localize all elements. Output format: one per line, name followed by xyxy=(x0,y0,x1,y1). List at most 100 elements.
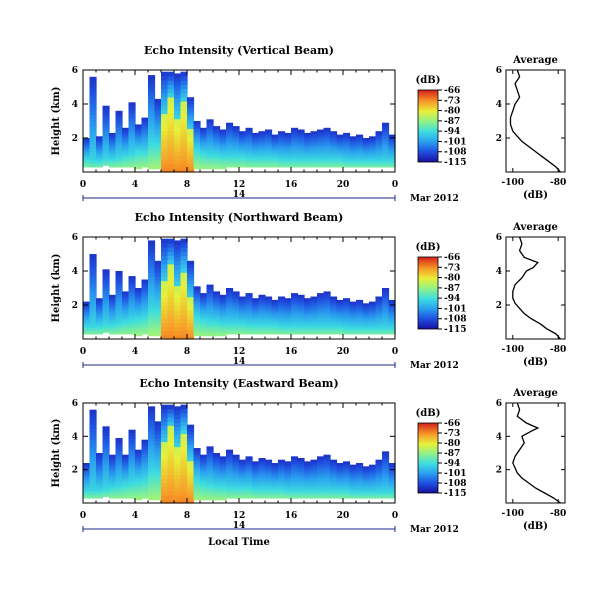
heatmap-cell xyxy=(187,293,195,298)
heatmap-cell xyxy=(135,288,143,291)
heatmap-cell xyxy=(206,301,214,305)
heatmap-cell xyxy=(265,131,273,134)
heatmap-cell xyxy=(161,322,169,328)
heatmap-cell xyxy=(109,474,117,477)
heatmap-cell xyxy=(219,328,227,332)
heatmap-cell xyxy=(148,280,156,285)
heatmap-cell xyxy=(323,321,331,324)
heatmap-cell xyxy=(206,293,214,296)
heatmap-cell xyxy=(128,285,136,289)
heatmap-cell xyxy=(193,288,201,292)
heatmap-cell xyxy=(232,143,240,146)
heatmap-cell xyxy=(141,152,149,156)
heatmap-cell xyxy=(167,478,175,484)
heatmap-cell xyxy=(362,484,370,487)
heatmap-cell xyxy=(375,160,383,164)
heatmap-cell xyxy=(382,318,390,322)
heatmap-cell xyxy=(187,437,195,442)
heatmap-cell xyxy=(154,295,162,299)
heatmap-cell xyxy=(141,142,149,145)
heatmap-cell xyxy=(284,152,292,155)
heatmap-cell xyxy=(369,157,377,160)
heatmap-cell xyxy=(226,139,234,142)
heatmap-cell xyxy=(239,472,247,475)
heatmap-cell xyxy=(219,470,227,474)
heatmap-cell xyxy=(336,476,344,479)
heatmap-cell xyxy=(219,479,227,483)
heatmap-cell xyxy=(245,478,253,482)
heatmap-cell xyxy=(343,158,351,161)
heatmap-cell xyxy=(122,479,130,483)
heatmap-cell xyxy=(154,463,162,468)
heatmap-cell xyxy=(206,152,214,155)
average-profile-line xyxy=(512,402,561,504)
heatmap-cell xyxy=(265,474,273,477)
heatmap-cell xyxy=(245,129,253,132)
heatmap-cell xyxy=(271,326,279,329)
heatmap-cell xyxy=(388,316,396,319)
heatmap-cell xyxy=(265,470,273,474)
heatmap-cell xyxy=(291,308,299,311)
heatmap-cell xyxy=(161,441,169,447)
heatmap-cell xyxy=(369,313,377,316)
heatmap-cell xyxy=(206,166,214,170)
heatmap-cell xyxy=(89,417,97,422)
heatmap-cell xyxy=(180,457,188,463)
heatmap-cell xyxy=(102,452,110,457)
heatmap-cell xyxy=(369,152,377,155)
heatmap-cell xyxy=(89,409,97,414)
heatmap-cell xyxy=(148,445,156,450)
heatmap-cell xyxy=(122,325,130,328)
heatmap-cell xyxy=(356,331,364,334)
heatmap-cell xyxy=(382,463,390,466)
heatmap-cell xyxy=(135,164,143,168)
heatmap-cell xyxy=(115,124,123,128)
heatmap-cell xyxy=(128,483,136,488)
heatmap-cell xyxy=(245,158,253,161)
heatmap-cell xyxy=(349,496,357,499)
heatmap-cell xyxy=(265,467,273,470)
heatmap-cell xyxy=(388,477,396,480)
heatmap-cell xyxy=(297,463,305,466)
heatmap-cell xyxy=(271,301,279,304)
heatmap-cell xyxy=(96,326,104,329)
heatmap-cell xyxy=(226,152,234,155)
heatmap-cell xyxy=(96,458,104,462)
heatmap-cell xyxy=(232,155,240,158)
heatmap-cell xyxy=(284,482,292,485)
heatmap-cell xyxy=(265,159,273,162)
heatmap-cell xyxy=(271,164,279,167)
heatmap-cell xyxy=(336,157,344,160)
heatmap-cell xyxy=(161,486,169,492)
heatmap-cell xyxy=(271,160,279,163)
heatmap-cell xyxy=(356,161,364,164)
heatmap-cell xyxy=(141,154,149,158)
heatmap-cell xyxy=(362,492,370,495)
heatmap-cell xyxy=(252,314,260,317)
heatmap-cell xyxy=(258,307,266,311)
heatmap-cell xyxy=(148,106,156,111)
heatmap-cell xyxy=(219,322,227,325)
heatmap-cell xyxy=(213,165,221,168)
heatmap-cell xyxy=(317,310,325,313)
heatmap-cell xyxy=(128,283,136,287)
heatmap-cell xyxy=(148,484,156,489)
heatmap-cell xyxy=(154,467,162,471)
heatmap-cell xyxy=(265,330,273,333)
heatmap-cell xyxy=(297,152,305,156)
heatmap-cell xyxy=(317,492,325,496)
heatmap-cell xyxy=(193,286,201,289)
heatmap-cell xyxy=(161,421,169,426)
heatmap-cell xyxy=(356,135,364,138)
heatmap-cell xyxy=(252,330,260,334)
heatmap-cell xyxy=(245,162,253,165)
heatmap-cell xyxy=(148,295,156,301)
heatmap-cell xyxy=(330,459,338,462)
heatmap-cell xyxy=(297,141,305,145)
heatmap-cell xyxy=(193,471,201,475)
heatmap-cell xyxy=(180,313,188,319)
heatmap-cell xyxy=(284,316,292,319)
heatmap-cell xyxy=(193,304,201,308)
heatmap-cell xyxy=(115,310,123,314)
heatmap-cell xyxy=(343,327,351,331)
